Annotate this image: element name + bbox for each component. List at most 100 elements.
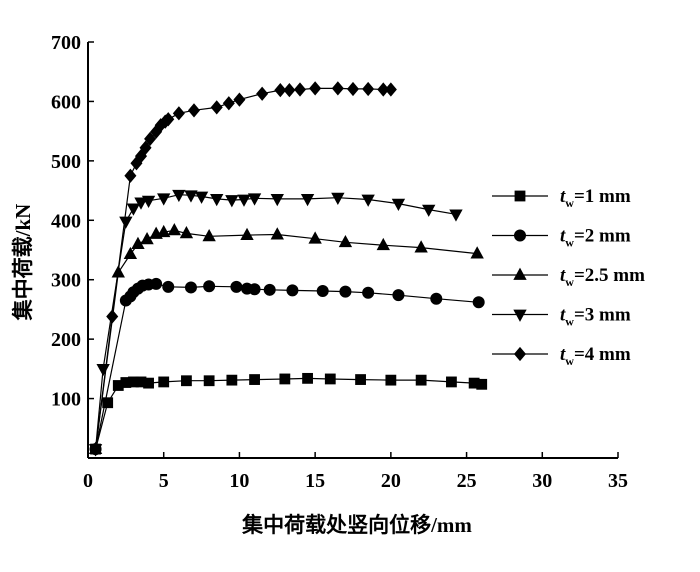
data-point bbox=[134, 197, 148, 210]
data-point bbox=[470, 246, 484, 259]
legend-var: t bbox=[560, 186, 566, 207]
series-4 bbox=[88, 189, 463, 457]
data-point bbox=[194, 191, 209, 204]
data-point bbox=[124, 168, 137, 183]
legend-entry: tw=4 mm bbox=[492, 344, 631, 368]
legend-entry: tw=1 mm bbox=[492, 186, 631, 210]
legend-marker bbox=[514, 229, 527, 242]
data-point bbox=[179, 226, 194, 239]
data-point bbox=[89, 441, 102, 457]
y-tick-label: 600 bbox=[51, 91, 81, 113]
series-layer bbox=[88, 81, 488, 457]
legend-series-name: 2 mm bbox=[585, 226, 631, 247]
y-tick-label: 700 bbox=[51, 32, 81, 54]
data-point bbox=[150, 277, 163, 290]
series-line bbox=[95, 377, 482, 450]
data-point bbox=[210, 193, 224, 207]
series-line bbox=[95, 87, 391, 450]
legend-series-name: 2.5 mm bbox=[585, 265, 645, 286]
legend-marker bbox=[513, 346, 527, 362]
y-tick-label: 500 bbox=[51, 151, 81, 173]
legend-subscript: w bbox=[565, 236, 574, 250]
data-point bbox=[230, 280, 243, 293]
data-point bbox=[181, 375, 192, 387]
data-point bbox=[476, 378, 488, 390]
series-2 bbox=[89, 277, 485, 456]
legend-eq: = bbox=[574, 265, 585, 286]
data-point bbox=[415, 374, 427, 386]
data-point bbox=[240, 227, 254, 241]
data-point bbox=[187, 103, 201, 118]
data-point bbox=[331, 192, 345, 206]
series-line bbox=[95, 283, 479, 450]
x-tick-label: 15 bbox=[305, 470, 325, 492]
data-point bbox=[184, 190, 198, 203]
legend-eq: = bbox=[574, 305, 585, 326]
data-point bbox=[210, 100, 223, 115]
legend-entry: tw=2.5 mm bbox=[492, 265, 645, 289]
data-point bbox=[331, 81, 344, 96]
data-point bbox=[144, 131, 157, 146]
data-point bbox=[141, 195, 156, 209]
x-tick-label: 0 bbox=[83, 470, 93, 492]
legend-label: tw=4 mm bbox=[560, 344, 631, 368]
legend-series-name: 3 mm bbox=[585, 305, 631, 326]
data-point bbox=[286, 284, 299, 297]
series-3 bbox=[88, 223, 484, 454]
data-point bbox=[362, 286, 375, 299]
data-point bbox=[162, 112, 175, 127]
data-point bbox=[222, 96, 235, 111]
data-point bbox=[270, 193, 284, 207]
legend-marker bbox=[513, 267, 527, 280]
data-point bbox=[302, 372, 313, 384]
data-point bbox=[300, 193, 315, 207]
legend-var: t bbox=[560, 305, 566, 326]
data-point bbox=[248, 283, 261, 296]
data-point bbox=[249, 374, 260, 385]
data-point bbox=[134, 148, 148, 164]
data-point bbox=[172, 189, 186, 203]
data-point bbox=[293, 82, 307, 97]
data-point bbox=[361, 194, 375, 207]
data-point bbox=[422, 204, 436, 217]
data-point bbox=[123, 246, 138, 260]
axes: 0 5 10 15 20 25 30 35 100 200 300 400 500 600 700 bbox=[51, 32, 628, 492]
legend-eq: = bbox=[574, 344, 585, 365]
y-tick-label: 200 bbox=[51, 329, 81, 351]
data-point bbox=[346, 81, 360, 97]
data-point bbox=[309, 81, 322, 96]
data-point bbox=[256, 86, 269, 101]
data-point bbox=[338, 234, 353, 248]
data-point bbox=[472, 296, 485, 309]
data-point bbox=[96, 363, 110, 377]
series-5 bbox=[89, 81, 397, 457]
x-tick-label: 35 bbox=[608, 470, 628, 492]
legend-marker bbox=[514, 190, 526, 202]
data-point bbox=[106, 309, 119, 324]
y-axis-title: 集中荷载/kN bbox=[11, 204, 35, 322]
data-point bbox=[247, 193, 262, 206]
legend-label: tw=3 mm bbox=[560, 305, 631, 329]
data-point bbox=[355, 374, 366, 385]
legend-subscript: w bbox=[565, 354, 574, 368]
series-line bbox=[95, 229, 478, 450]
y-tick-label: 400 bbox=[51, 210, 81, 232]
data-point bbox=[184, 281, 197, 294]
data-point bbox=[274, 83, 287, 98]
data-point bbox=[172, 106, 185, 121]
data-point bbox=[162, 280, 175, 293]
x-tick-label: 20 bbox=[381, 470, 401, 492]
data-point bbox=[139, 140, 152, 155]
legend-eq: = bbox=[574, 226, 585, 247]
legend-series-name: 4 mm bbox=[585, 344, 631, 365]
data-point bbox=[316, 285, 329, 298]
data-point bbox=[202, 228, 216, 242]
data-point bbox=[237, 194, 251, 207]
data-point bbox=[158, 376, 170, 388]
data-point bbox=[119, 216, 133, 229]
data-point bbox=[324, 373, 336, 385]
data-point bbox=[167, 223, 181, 236]
data-point bbox=[233, 92, 246, 107]
